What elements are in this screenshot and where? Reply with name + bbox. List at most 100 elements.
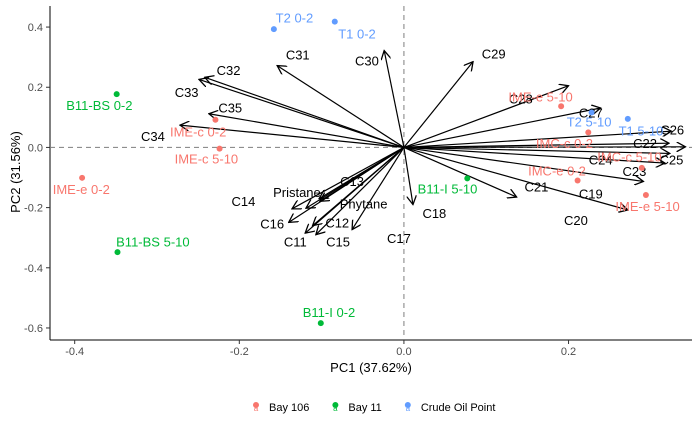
loading-label-c35: C35 — [218, 100, 242, 115]
loading-label-c14: C14 — [231, 194, 255, 209]
loading-label-pristane: Pristane — [273, 185, 321, 200]
observation-label: IME-c 0-2 — [170, 124, 226, 139]
observation-point — [331, 18, 338, 25]
y-tick-label: 0.4 — [28, 22, 43, 34]
observation-point — [574, 177, 581, 184]
loading-arrow-c22 — [403, 143, 669, 147]
observation-label: B11-BS 0-2 — [66, 98, 132, 113]
y-tick-label: 0.2 — [28, 82, 43, 94]
loading-label-c12: C12 — [325, 216, 349, 231]
observation-label: IMC-c 0-2 — [536, 136, 593, 151]
loading-label-c26: C26 — [660, 123, 684, 138]
loading-arrow-c28 — [403, 86, 569, 148]
loading-label-c31: C31 — [286, 48, 310, 63]
loading-label-c33: C33 — [175, 85, 199, 100]
loading-label-c15: C15 — [326, 235, 350, 250]
observation-label: IME-c 5-10 — [175, 151, 239, 166]
y-tick-label: -0.2 — [24, 203, 43, 215]
x-tick-label: 0.2 — [561, 346, 576, 358]
observation-point — [212, 116, 219, 123]
observation-point — [270, 26, 277, 33]
loading-arrow-c31 — [277, 66, 405, 148]
loading-label-c25: C25 — [659, 152, 683, 167]
observation-label: IME-e 0-2 — [53, 182, 110, 197]
legend-key-glyph: a — [406, 404, 411, 413]
loading-label-c11: C11 — [284, 235, 307, 250]
loading-arrow-c27 — [403, 108, 601, 149]
observation-label: IMC-e 0-2 — [528, 163, 586, 178]
loading-arrow-c32 — [205, 77, 405, 148]
x-tick-label: -0.4 — [65, 346, 84, 358]
observation-point — [588, 109, 595, 116]
loading-arrow-phytane — [320, 146, 405, 201]
loading-arrow-c23 — [403, 146, 665, 163]
observation-label: IME-e 5-10 — [508, 89, 572, 104]
loading-arrow-c25 — [403, 147, 685, 148]
loading-arrow-c35 — [209, 114, 405, 149]
observation-points: T2 0-2 T1 0-2 T2 5-10 T1 5-10 B11-BS 0-2 B11-… — [53, 11, 680, 327]
x-tick-label: 0.0 — [396, 346, 411, 358]
loading-arrow-c30 — [384, 51, 405, 148]
loading-label-c28: C28 — [509, 92, 533, 107]
loading-label-c24: C24 — [589, 153, 613, 168]
observation-point — [585, 129, 592, 136]
loading-arrow-c29 — [403, 62, 473, 148]
observation-label: IME-e 5-10 — [615, 199, 679, 214]
observation-label: T2 0-2 — [276, 11, 314, 26]
loading-label-c17: C17 — [387, 231, 411, 246]
legend: a Bay 106 a Bay 11 a Crude Oil Point — [253, 402, 495, 414]
observation-label: T1 0-2 — [338, 26, 376, 41]
loading-arrow-c24 — [403, 146, 670, 153]
legend-key — [332, 402, 339, 408]
legend-key-glyph: a — [333, 404, 338, 413]
y-tick-label: -0.6 — [24, 323, 43, 335]
loading-arrow-c12 — [313, 146, 405, 225]
legend-key — [253, 402, 259, 408]
loading-arrow-c34 — [180, 125, 404, 149]
observation-label: B11-I 0-2 — [303, 305, 356, 320]
legend-key — [404, 402, 411, 408]
observation-label: B11-I 5-10 — [418, 182, 478, 197]
loading-arrow-c33 — [199, 79, 405, 148]
observation-point — [79, 174, 86, 181]
observation-point — [642, 191, 649, 198]
observation-point — [638, 164, 645, 171]
loading-arrow-c19 — [403, 146, 644, 181]
y-axis-title: PC2 (31.56%) — [8, 131, 23, 213]
observation-point — [113, 91, 120, 98]
loading-label-c32: C32 — [217, 63, 241, 78]
loading-label-c29: C29 — [482, 46, 506, 61]
loading-arrow-c17 — [352, 147, 405, 229]
y-tick-label: -0.4 — [24, 263, 43, 275]
loading-arrow-c14 — [292, 146, 405, 208]
observation-label: IMC-c 5-10 — [597, 150, 661, 165]
loading-arrow-c18 — [403, 147, 413, 204]
x-axis-title: PC1 (37.62%) — [330, 360, 412, 375]
observation-point — [464, 175, 471, 182]
loading-label-phytane: Phytane — [340, 197, 388, 212]
loading-arrow-c20 — [403, 146, 628, 210]
legend-label: Crude Oil Point — [421, 402, 496, 414]
legend-key-glyph: a — [254, 404, 259, 413]
y-tick-label: 0.0 — [28, 142, 43, 154]
axes: -0.4 -0.2 0.0 0.2 -0.6 -0.4 -0.2 0.0 0.2 0.4 — [24, 6, 692, 358]
observation-point — [114, 249, 121, 256]
observation-point — [216, 145, 223, 152]
loading-arrow-c21 — [403, 146, 517, 197]
observation-label: T2 5-10 — [567, 114, 612, 129]
observation-point — [558, 103, 565, 110]
observation-point — [624, 115, 631, 122]
loading-label-c30: C30 — [355, 54, 379, 69]
loading-label-c18: C18 — [422, 206, 446, 221]
legend-label: Bay 106 — [269, 402, 309, 414]
loading-arrow-c26 — [403, 131, 672, 149]
observation-point — [317, 320, 324, 327]
observation-label: B11-BS 5-10 — [116, 235, 189, 250]
loading-label-c34: C34 — [141, 129, 165, 144]
legend-label: Bay 11 — [348, 402, 381, 414]
loading-arrow-c15 — [316, 146, 405, 234]
loading-label-c16: C16 — [260, 216, 284, 231]
x-tick-label: -0.2 — [230, 346, 249, 358]
observation-label: T1 5-10 — [619, 123, 664, 138]
